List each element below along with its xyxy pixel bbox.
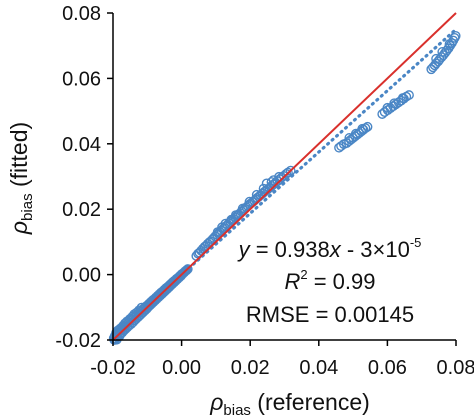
y-tick-label: -0.02 <box>55 330 101 352</box>
data-point <box>285 165 296 176</box>
r-squared-label: R2 = 0.99 <box>284 267 375 294</box>
data-point <box>350 128 361 139</box>
data-point <box>341 138 352 149</box>
data-point <box>268 175 279 186</box>
data-point <box>441 45 452 56</box>
data-point <box>404 90 414 100</box>
data-point <box>181 265 192 275</box>
data-point <box>450 30 461 41</box>
data-point <box>444 39 455 49</box>
data-point <box>336 141 346 151</box>
data-point <box>397 93 408 103</box>
plot-area <box>108 12 461 345</box>
x-axis-title: ρbias (reference) <box>209 389 370 419</box>
data-point <box>437 47 448 57</box>
data-point <box>389 98 400 109</box>
regression-annotation: y = 0.938x - 3×10-5 R2 = 0.99 RMSE = 0.0… <box>237 235 422 327</box>
identity-line <box>112 12 457 341</box>
y-tick-label: 0.08 <box>62 3 101 25</box>
data-point <box>362 121 373 132</box>
data-point <box>266 177 277 187</box>
data-point <box>182 264 193 274</box>
data-point <box>283 167 293 178</box>
x-tick-label: 0.00 <box>162 357 201 379</box>
y-tick-label: 0.00 <box>62 265 101 287</box>
axes <box>107 12 457 346</box>
y-tick-label: 0.04 <box>62 134 101 156</box>
rmse-label: RMSE = 0.00145 <box>246 302 414 327</box>
x-tick-label: -0.02 <box>90 357 136 379</box>
y-tick-label: 0.02 <box>62 199 101 221</box>
data-point <box>382 102 393 113</box>
y-axis-title: ρbias (fitted) <box>6 122 36 235</box>
data-point <box>357 123 368 134</box>
x-tick-label: 0.02 <box>231 357 270 379</box>
data-point <box>251 189 262 200</box>
x-tick-label: 0.04 <box>299 357 338 379</box>
data-point <box>431 53 442 64</box>
tick-labels: -0.02 0.00 0.02 0.04 0.06 0.08 -0.02 0.00 0.02 0.… <box>55 3 474 379</box>
fit-equation: y = 0.938x - 3×10-5 <box>237 235 422 262</box>
data-point <box>230 210 241 220</box>
data-point <box>258 183 269 194</box>
data-point <box>237 203 248 214</box>
data-point <box>244 196 255 207</box>
x-tick-label: 0.06 <box>368 357 407 379</box>
x-tick-label: 0.08 <box>437 357 474 379</box>
y-tick-label: 0.06 <box>62 68 101 90</box>
